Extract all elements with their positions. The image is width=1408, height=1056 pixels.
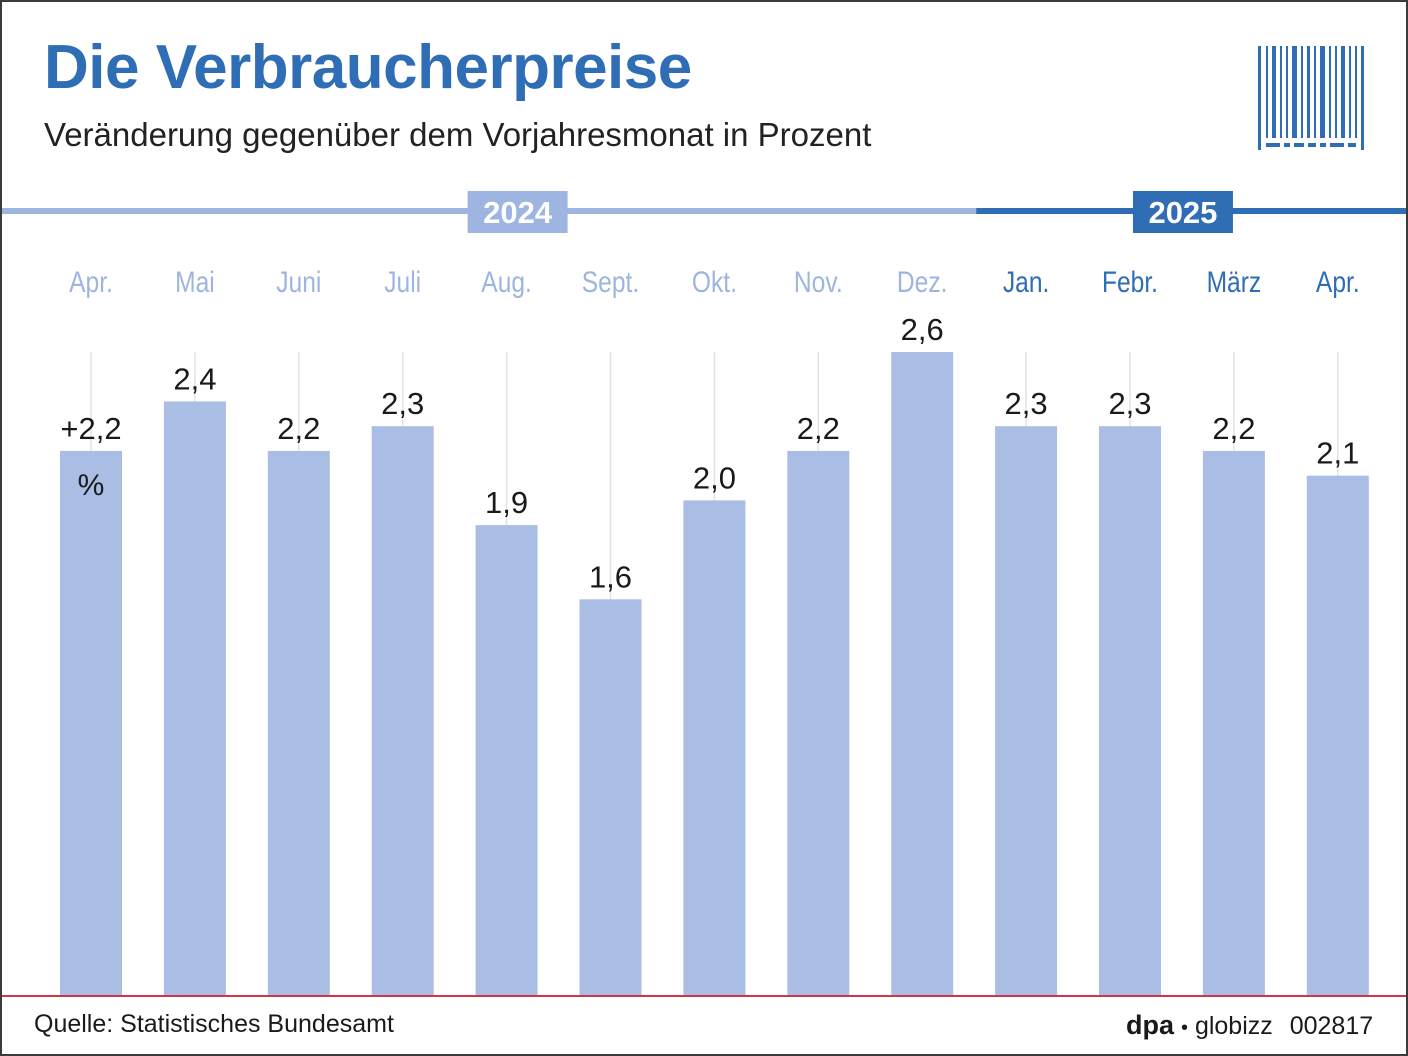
month-label: Okt. (692, 265, 737, 299)
month-label: Juni (276, 265, 321, 299)
month-label: Mai (175, 265, 215, 299)
chart-title: Die Verbraucherpreise (44, 33, 692, 102)
month-label: Apr. (69, 265, 113, 299)
bar-4 (371, 426, 434, 995)
month-label: Nov. (794, 265, 843, 299)
bar-11 (1099, 426, 1161, 995)
month-label: Aug. (481, 265, 532, 299)
graphic-code: 002817 (1289, 1012, 1374, 1040)
year-label-2025: 2025 (1148, 195, 1217, 230)
value-label: 2,2 (1212, 411, 1255, 446)
bars (2, 352, 1406, 997)
credit-separator: • (1180, 1017, 1188, 1039)
bar-13 (1306, 475, 1369, 996)
chart-subtitle: Veränderung gegenüber dem Vorjahresmonat… (44, 116, 872, 153)
month-label: Febr. (1102, 265, 1158, 299)
year-label-2024: 2024 (483, 195, 553, 230)
month-label: Juli (384, 265, 421, 299)
value-label: 2,3 (381, 386, 424, 421)
bar-6 (579, 599, 642, 995)
value-label: +2,2 (60, 411, 121, 446)
value-label: 2,3 (1005, 386, 1048, 421)
bar-9 (891, 352, 954, 995)
bar-2 (163, 401, 226, 995)
month-label: Jan. (1003, 265, 1049, 299)
value-label: 2,1 (1316, 436, 1359, 471)
value-label: 2,6 (901, 312, 944, 347)
bar-10 (995, 426, 1058, 995)
unit-label: % (78, 469, 105, 502)
bar-chart: 2024 2025 +2,2 2,4 2,2 2,3 1,9 1,6 2,0 2,2 2,6 2,3… (2, 191, 1406, 997)
year-badge-2024 (467, 191, 568, 233)
value-label: 2,4 (173, 361, 216, 396)
value-label: 1,9 (485, 485, 528, 520)
month-label: März (1207, 265, 1262, 299)
baseline (2, 995, 1406, 997)
source-note: Quelle: Statistisches Bundesamt (34, 1010, 394, 1038)
bar-5 (475, 525, 538, 995)
value-label: 1,6 (589, 559, 632, 594)
month-label: Sept. (582, 265, 639, 299)
year-timeline: 2024 2025 (2, 191, 1406, 233)
month-labels: Apr. Mai Juni Juli Aug. Sept. Okt. Nov. Dez. Jan.… (69, 265, 1360, 299)
data-labels: +2,2 2,4 2,2 2,3 1,9 1,6 2,0 2,2 2,6 2,3 2,3 2,2 2,1… (60, 312, 1359, 594)
bar-12 (1202, 450, 1265, 995)
value-label: 2,3 (1108, 386, 1151, 421)
month-label: Apr. (1316, 265, 1360, 299)
value-label: 2,2 (277, 411, 320, 446)
agency-logo: dpa (1126, 1010, 1175, 1040)
bar-7 (683, 500, 746, 995)
year-badge-2025 (1132, 191, 1233, 233)
barcode-icon (1258, 46, 1364, 150)
value-label: 2,2 (797, 411, 840, 446)
month-label: Dez. (897, 265, 948, 299)
credit-line: dpa • globizz 002817 (1126, 1010, 1373, 1041)
bar-8 (787, 450, 850, 995)
value-label: 2,0 (693, 460, 736, 495)
bar-3 (267, 450, 330, 995)
service-name: globizz (1194, 1012, 1273, 1040)
bar-1 (60, 450, 122, 995)
